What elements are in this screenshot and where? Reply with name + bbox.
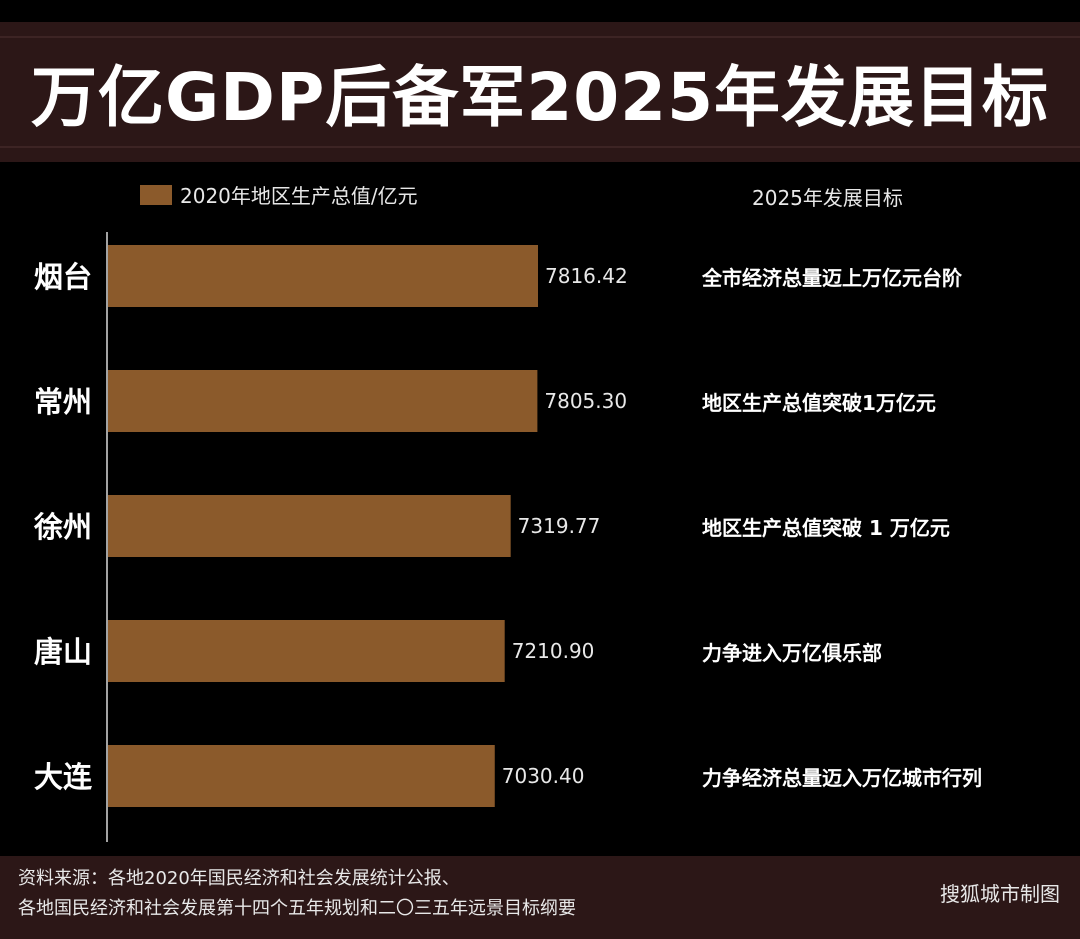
title-band-line-bottom xyxy=(0,146,1080,148)
value-label-tangshan: 7210.90 xyxy=(512,639,595,663)
category-label-xuzhou: 徐州 xyxy=(33,510,92,544)
legend-label: 2020年地区生产总值/亿元 xyxy=(180,184,418,208)
bar-dalian xyxy=(108,745,495,807)
target-text-dalian: 力争经济总量迈入万亿城市行列 xyxy=(702,766,982,790)
targets-header: 2025年发展目标 xyxy=(752,186,903,210)
source-line-1: 资料来源：各地2020年国民经济和社会发展统计公报、 xyxy=(18,868,460,889)
target-text-xuzhou: 地区生产总值突破 1 万亿元 xyxy=(702,516,950,540)
legend-swatch xyxy=(140,184,172,205)
chart-title: 万亿GDP后备军2025年发展目标 xyxy=(30,59,1050,136)
value-label-changzhou: 7805.30 xyxy=(544,389,627,413)
legend: 2020年地区生产总值/亿元 xyxy=(140,180,418,209)
value-label-xuzhou: 7319.77 xyxy=(518,514,601,538)
category-label-changzhou: 常州 xyxy=(34,385,92,419)
target-text-tangshan: 力争进入万亿俱乐部 xyxy=(702,641,882,665)
footer: 资料来源：各地2020年国民经济和社会发展统计公报、 各地国民经济和社会发展第十… xyxy=(0,856,1080,939)
category-label-yantai: 烟台 xyxy=(34,260,92,294)
source-note: 资料来源：各地2020年国民经济和社会发展统计公报、 各地国民经济和社会发展第十… xyxy=(18,864,576,924)
credit: 搜狐城市制图 xyxy=(940,882,1060,906)
target-text-changzhou: 地区生产总值突破1万亿元 xyxy=(702,391,936,415)
category-label-tangshan: 唐山 xyxy=(34,635,92,669)
bar-tangshan xyxy=(108,620,505,682)
bar-yantai xyxy=(108,245,538,307)
value-label-dalian: 7030.40 xyxy=(502,764,585,788)
category-label-dalian: 大连 xyxy=(34,760,93,794)
source-line-2: 各地国民经济和社会发展第十四个五年规划和二〇三五年远景目标纲要 xyxy=(18,898,576,919)
value-label-yantai: 7816.42 xyxy=(545,264,628,288)
target-text-yantai: 全市经济总量迈上万亿元台阶 xyxy=(702,266,962,290)
title-band-line-top xyxy=(0,36,1080,38)
title-band: 万亿GDP后备军2025年发展目标 xyxy=(0,22,1080,162)
top-strip xyxy=(0,0,1080,22)
bar-changzhou xyxy=(108,370,538,432)
bar-xuzhou xyxy=(108,495,511,557)
bar-chart: 烟台 7816.42 常州 7805.30 徐州 7319.77 唐山 7210.90 大连 70… xyxy=(33,232,628,842)
